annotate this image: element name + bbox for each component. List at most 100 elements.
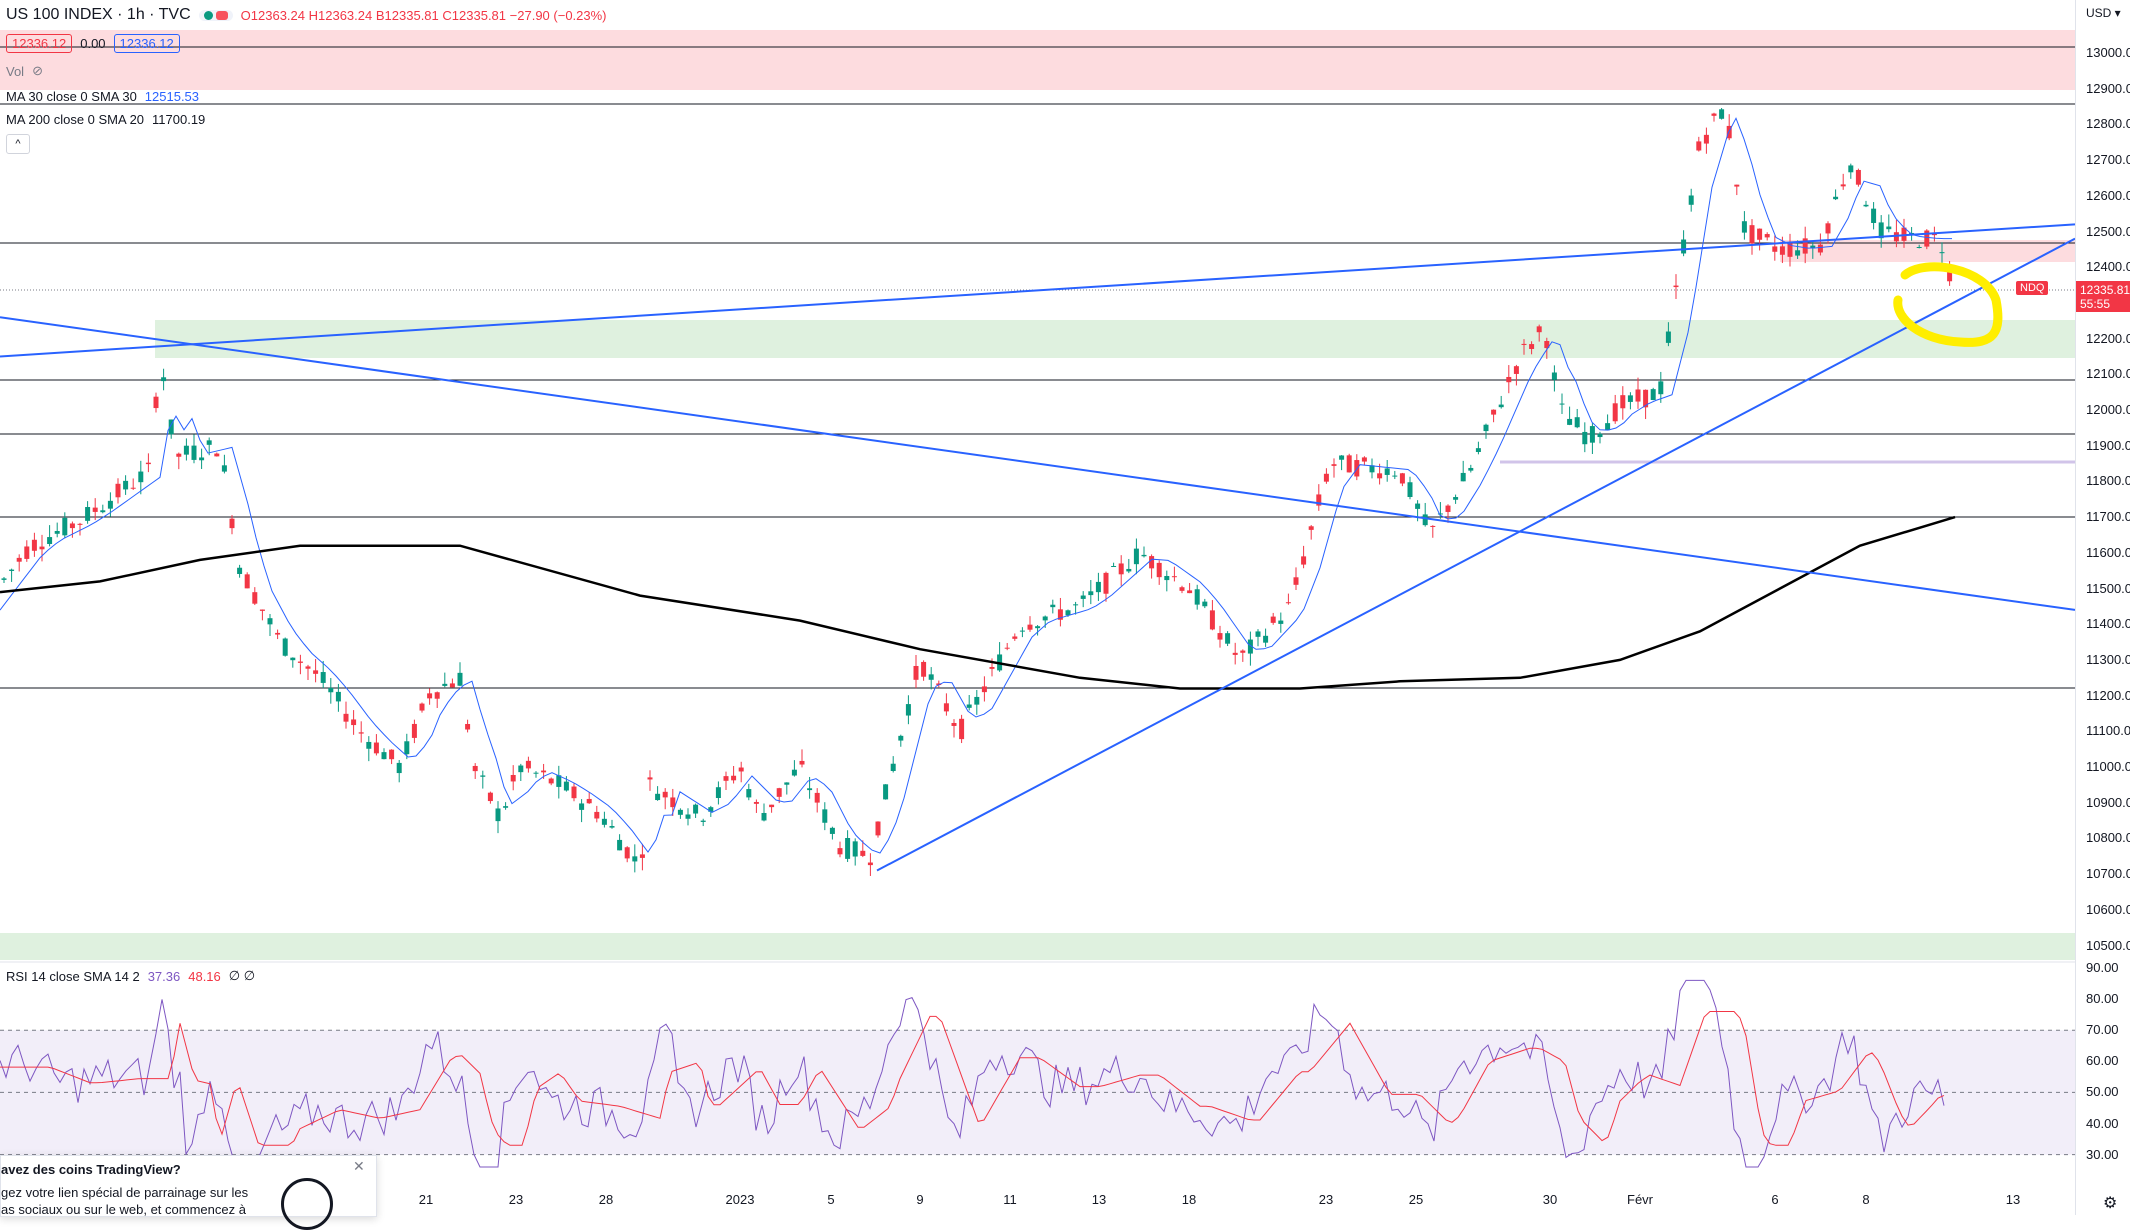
price-tick: 10900.00 <box>2086 794 2130 810</box>
symbol-title[interactable]: US 100 INDEX · 1h · TVC <box>6 6 191 23</box>
candle-body <box>989 666 995 669</box>
candle-body <box>883 784 889 800</box>
candle-body <box>495 808 501 822</box>
candle-body <box>434 692 440 699</box>
candle-body <box>351 719 357 726</box>
candle-body <box>1833 196 1839 200</box>
candle-body <box>867 862 873 866</box>
candle-body <box>1415 503 1421 509</box>
price-axis[interactable]: USD ▾ 13000.00 12900.00 12800.00 12700.00 12… <box>2016 0 2130 1215</box>
candle-body <box>1665 331 1671 343</box>
candle-body <box>442 683 448 686</box>
candle-body <box>1764 234 1770 238</box>
candle-body <box>69 523 75 529</box>
candle-body <box>525 760 531 769</box>
ohlc-close: C12335.81 <box>442 7 507 23</box>
candle-body <box>107 500 113 509</box>
candle-body <box>769 804 775 808</box>
volume-legend[interactable]: Vol ⊘ <box>6 63 43 79</box>
buy-button[interactable]: 12336.12 <box>113 34 180 53</box>
candle-body <box>981 686 987 693</box>
candle-body <box>313 670 319 674</box>
time-tick: 11 <box>1003 1192 1017 1207</box>
time-tick: Févr <box>1627 1192 1653 1207</box>
candle-body <box>533 772 539 774</box>
chart-canvas[interactable] <box>0 0 2075 1190</box>
time-tick: 23 <box>508 1192 524 1207</box>
eye-off-icon[interactable]: ⊘ <box>32 63 43 78</box>
ohlc-change: −27.90 (−0.23%) <box>509 7 607 23</box>
candle-body <box>115 483 121 498</box>
candle-body <box>1871 208 1877 223</box>
time-tick: 21 <box>418 1192 434 1207</box>
candle-body <box>943 703 949 712</box>
candle-body <box>1893 232 1899 242</box>
candle-body <box>411 723 417 738</box>
candle-body <box>1855 169 1861 185</box>
rsi-tick: 50.00 <box>2086 1084 2119 1100</box>
settings-gear-icon[interactable]: ⚙ <box>2103 1195 2118 1212</box>
price-tick: 11900.00 <box>2086 437 2130 453</box>
candle-body <box>913 665 919 680</box>
candle-body <box>1194 589 1200 605</box>
ma30-legend[interactable]: MA 30 close 0 SMA 30 12515.53 <box>6 89 199 104</box>
candle-body <box>168 419 174 435</box>
candle-body <box>100 510 106 513</box>
candle-body <box>761 812 767 821</box>
sell-button[interactable]: 12336.12 <box>6 34 73 53</box>
rsi-tick: 80.00 <box>2086 991 2119 1007</box>
time-tick: 25 <box>1408 1192 1424 1207</box>
price-tick: 11400.00 <box>2086 616 2130 632</box>
trendline-support <box>876 237 2075 872</box>
candle-body <box>381 752 387 760</box>
rsi-legend[interactable]: RSI 14 close SMA 14 2 37.36 48.16 ∅ ∅ <box>6 968 255 984</box>
candle-body <box>1361 457 1367 462</box>
candle-body <box>1149 556 1155 569</box>
candle-body <box>1080 595 1086 599</box>
candle-body <box>297 661 303 663</box>
candle-body <box>1681 239 1687 254</box>
candle-body <box>1133 548 1139 565</box>
price-tick: 10800.00 <box>2086 830 2130 846</box>
ma200-legend[interactable]: MA 200 close 0 SMA 20 11700.19 <box>6 112 205 127</box>
price-tick: 12100.00 <box>2086 366 2130 382</box>
candle-body <box>449 683 455 688</box>
candle-body <box>1886 226 1892 230</box>
candle-body <box>1529 344 1535 349</box>
collapse-legend-button[interactable]: ^ <box>6 134 30 154</box>
main-chart[interactable]: US 100 INDEX · 1h · TVC O12363.24 H12363… <box>0 0 2075 1210</box>
time-tick: 28 <box>598 1192 614 1207</box>
candle-body <box>1293 577 1299 585</box>
candle-body <box>1650 389 1656 400</box>
ma30-value: 12515.53 <box>144 89 200 104</box>
promo-popup[interactable]: avez des coins TradingView? gez votre li… <box>0 1155 377 1230</box>
candle-body <box>343 713 349 722</box>
price-tick: 12000.00 <box>2086 402 2130 417</box>
candle-body <box>1270 616 1276 623</box>
candle-body <box>852 841 858 857</box>
candle-body <box>31 539 37 551</box>
candle-body <box>959 718 965 740</box>
candle-body <box>77 523 83 525</box>
candle-body <box>1339 455 1345 460</box>
candle-body <box>617 839 623 851</box>
candle-body <box>1536 326 1542 333</box>
candle-body <box>1225 633 1231 644</box>
candle-body <box>898 735 904 741</box>
candle-body <box>1179 587 1185 591</box>
rsi-value: 37.36 <box>147 968 181 984</box>
candle-body <box>1589 426 1595 443</box>
candle-body <box>1544 340 1550 349</box>
candle-body <box>161 377 167 382</box>
candle-body <box>1399 473 1405 484</box>
candle-body <box>1050 604 1056 608</box>
candle-body <box>92 507 98 512</box>
candle-body <box>936 683 942 686</box>
candle-body <box>609 826 615 828</box>
currency-label[interactable]: USD ▾ <box>2086 6 2121 20</box>
close-icon[interactable]: ✕ <box>353 1158 365 1174</box>
candle-body <box>518 765 524 773</box>
candle-body <box>670 797 676 808</box>
candle-body <box>662 791 668 798</box>
candle-body <box>1202 601 1208 607</box>
